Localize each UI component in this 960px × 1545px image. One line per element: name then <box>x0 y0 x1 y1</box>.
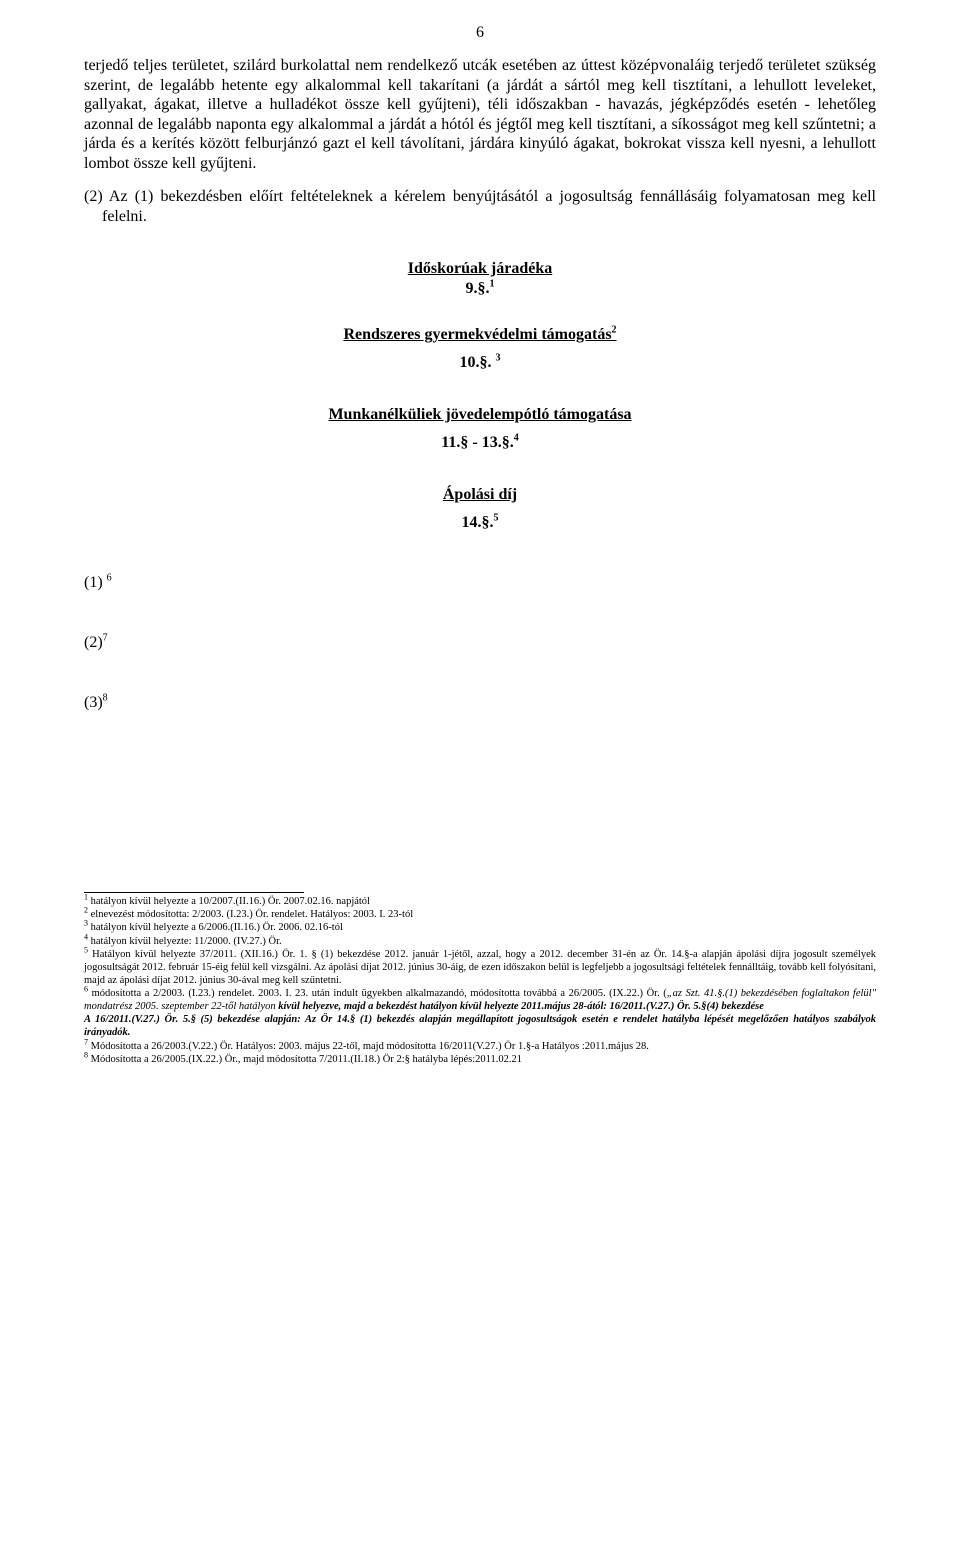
footnote-4-text: hatályon kívül helyezte: 11/2000. (IV.27… <box>88 936 282 947</box>
footnote-5-text: Hatályon kívül helyezte 37/2011. (XII.16… <box>84 949 876 986</box>
footnote-2: 2 elnevezést módosította: 2/2003. (I.23.… <box>84 908 876 921</box>
footnote-1: 1 hatályon kívül helyezte a 10/2007.(II.… <box>84 895 876 908</box>
section-number-14: 14.§.5 <box>84 514 876 532</box>
footnote-8: 8 Módosította a 26/2005.(IX.22.) Ör., ma… <box>84 1053 876 1066</box>
section-number-9: 9.§.1 <box>84 280 876 298</box>
footnote-5: 5 Hatályon kívül helyezte 37/2011. (XII.… <box>84 948 876 987</box>
section-heading-idoskoruak: Időskorúak járadéka <box>84 260 876 278</box>
footnote-ref-8: 8 <box>103 693 108 704</box>
item-2-text: (2) <box>84 634 103 651</box>
footnote-2-text: elnevezést módosította: 2/2003. (I.23.) … <box>88 909 413 920</box>
footnote-8-text: Módosította a 26/2005.(IX.22.) Ör., majd… <box>88 1054 522 1065</box>
section-number-10: 10.§. 3 <box>84 354 876 372</box>
footnotes: 1 hatályon kívül helyezte a 10/2007.(II.… <box>84 895 876 1066</box>
footnote-7-text: Módosította a 26/2003.(V.22.) Ör. Hatály… <box>88 1041 649 1052</box>
footnote-6: 6 módosította a 2/2003. (I.23.) rendelet… <box>84 987 876 1013</box>
item-3: (3)8 <box>84 694 876 712</box>
document-page: 6 terjedő teljes területet, szilárd burk… <box>0 0 960 1545</box>
paragraph-2: (2) Az (1) bekezdésben előírt feltételek… <box>84 187 876 226</box>
section-heading-gyermekvedelmi: Rendszeres gyermekvédelmi támogatás2 <box>84 326 876 344</box>
section-heading-gyermekvedelmi-text: Rendszeres gyermekvédelmi támogatás <box>343 326 611 343</box>
footnote-3: 3 hatályon kívül helyezte a 6/2006.(II.1… <box>84 921 876 934</box>
footnote-7: 7 Módosította a 26/2003.(V.22.) Ör. Hatá… <box>84 1040 876 1053</box>
footnote-ref-6: 6 <box>107 573 112 584</box>
footnote-1-text: hatályon kívül helyezte a 10/2007.(II.16… <box>88 896 370 907</box>
section-number-14-text: 14.§. <box>462 514 494 531</box>
footnote-4: 4 hatályon kívül helyezte: 11/2000. (IV.… <box>84 935 876 948</box>
footnote-3-text: hatályon kívül helyezte a 6/2006.(II.16.… <box>88 922 343 933</box>
section-number-10-text: 10.§. <box>460 354 496 371</box>
item-1-text: (1) <box>84 574 107 591</box>
item-3-text: (3) <box>84 694 103 711</box>
paragraph-1: terjedő teljes területet, szilárd burkol… <box>84 56 876 173</box>
footnote-6-text-a: módosította a 2/2003. (I.23.) rendelet. … <box>88 988 667 999</box>
section-number-11-13-text: 11.§ - 13.§. <box>441 434 513 451</box>
footnote-ref-7: 7 <box>103 633 108 644</box>
section-heading-munkanelkuliek: Munkanélküliek jövedelempótló támogatása <box>84 406 876 424</box>
section-number-11-13: 11.§ - 13.§.4 <box>84 434 876 452</box>
item-1: (1) 6 <box>84 574 876 592</box>
section-number-9-text: 9.§. <box>466 280 490 297</box>
page-number: 6 <box>84 24 876 42</box>
footnote-ref-4: 4 <box>514 433 519 444</box>
footnote-ref-5: 5 <box>494 513 499 524</box>
footnote-ref-1: 1 <box>490 279 495 290</box>
footnote-ref-2: 2 <box>612 325 617 336</box>
footnote-ref-3: 3 <box>496 353 501 364</box>
item-2: (2)7 <box>84 634 876 652</box>
footnote-6b: A 16/2011.(V.27.) Ör. 5.§ (5) bekezdése … <box>84 1013 876 1039</box>
footnote-6-text-c: kívül helyezve, majd a bekezdést hatályo… <box>278 1001 764 1012</box>
section-heading-apolasi: Ápolási díj <box>84 486 876 504</box>
